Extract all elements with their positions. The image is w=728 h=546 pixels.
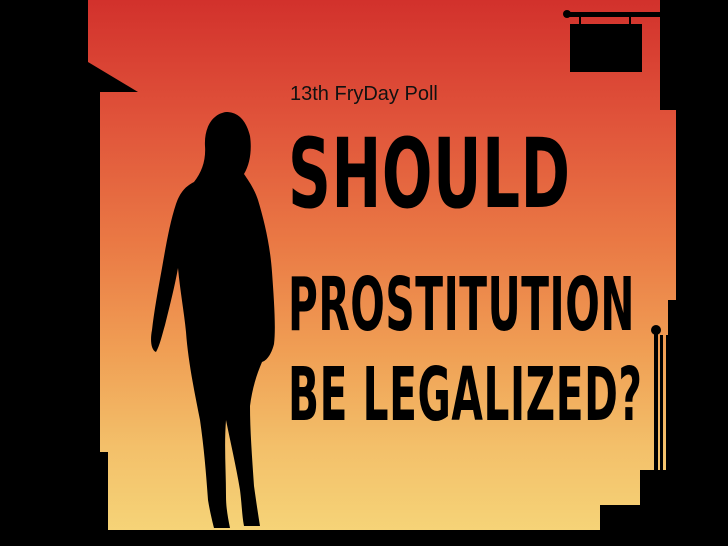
poll-subtitle: 13th FryDay Poll [290, 83, 438, 105]
left-building-silhouette [0, 0, 138, 546]
hanging-sign-icon [563, 10, 666, 72]
headline-line-3: BE LEGALIZED? [288, 352, 643, 438]
woman-silhouette-icon [151, 112, 275, 528]
headline-line-1: SHOULD [288, 118, 571, 230]
headline-line-2: PROSTITUTION [288, 262, 635, 348]
right-building-silhouette [600, 0, 728, 546]
railing-silhouette [651, 325, 669, 470]
ground-silhouette [0, 530, 728, 546]
